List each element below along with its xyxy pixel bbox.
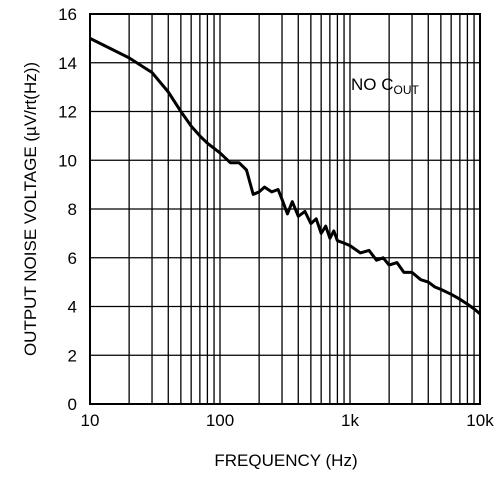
y-tick-labels: 0 2 4 6 8 10 12 14 16 [58,5,77,414]
plot-frame [89,13,481,405]
y-tick-label: 8 [68,200,77,219]
y-tick-label: 4 [68,298,77,317]
y-tick-label: 0 [68,395,77,414]
x-tick-labels: 10 100 1k 10k [81,411,495,430]
annotation-no-cout: NO COUT [351,75,420,97]
x-axis-title: FREQUENCY (Hz) [214,451,357,470]
grid [90,14,480,404]
annotation-subscript: OUT [394,83,420,97]
x-tick-label: 100 [206,411,234,430]
y-tick-label: 12 [58,103,77,122]
y-tick-label: 2 [68,346,77,365]
y-tick-label: 10 [58,151,77,170]
x-tick-label: 10k [466,411,494,430]
y-axis-title: OUTPUT NOISE VOLTAGE (µV/rt(Hz)) [21,62,40,356]
y-tick-label: 16 [58,5,77,24]
noise-series-line [89,37,481,315]
annotation-main: NO C [351,75,394,94]
y-tick-label: 14 [58,54,77,73]
y-tick-label: 6 [68,249,77,268]
x-tick-label: 10 [81,411,100,430]
x-tick-label: 1k [341,411,359,430]
